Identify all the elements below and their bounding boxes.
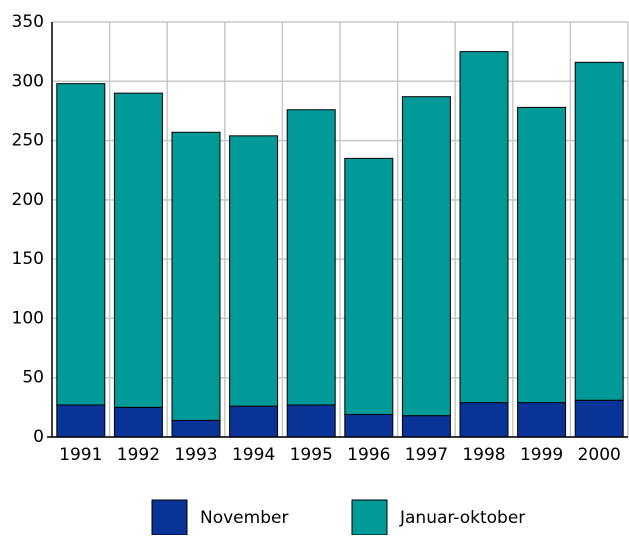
bar-segment	[113, 92, 163, 408]
x-tick-label: 1993	[174, 445, 217, 465]
bar-segment	[113, 406, 163, 438]
x-tick-label: 2000	[578, 445, 621, 465]
y-tick-label: 300	[12, 71, 44, 91]
bar-segment	[459, 51, 509, 404]
y-tick-label: 100	[12, 308, 44, 328]
legend-swatch	[151, 499, 188, 536]
bar-segment	[286, 404, 336, 438]
bar-segment	[286, 109, 336, 406]
bar-segment	[229, 405, 279, 438]
bar-segment	[459, 402, 509, 438]
legend-label: November	[200, 508, 288, 528]
x-tick-label: 1994	[232, 445, 275, 465]
y-tick-label: 250	[12, 131, 44, 151]
y-tick-label: 200	[12, 190, 44, 210]
x-tick-label: 1999	[520, 445, 563, 465]
bar-segment	[229, 135, 279, 407]
y-tick-label: 350	[12, 12, 44, 32]
x-tick-label: 1996	[347, 445, 390, 465]
bar-segment	[56, 404, 106, 438]
bar-segment	[344, 413, 394, 438]
x-tick-label: 1995	[290, 445, 333, 465]
x-tick-label: 1998	[462, 445, 505, 465]
y-tick-label: 0	[33, 427, 44, 447]
y-tick-label: 150	[12, 249, 44, 269]
bar-segment	[401, 96, 451, 417]
x-tick-label: 1997	[405, 445, 448, 465]
y-tick-label: 50	[22, 368, 44, 388]
x-tick-label: 1992	[117, 445, 160, 465]
bar-segment	[517, 106, 567, 404]
legend-label: Januar-oktober	[399, 508, 525, 528]
bar-segment	[401, 415, 451, 438]
bar-segment	[574, 399, 624, 438]
legend-swatch	[351, 499, 388, 536]
bar-segment	[517, 402, 567, 438]
bar-segment	[171, 131, 221, 421]
bar-segment	[56, 83, 106, 406]
bar-segment	[171, 419, 221, 438]
x-tick-label: 1991	[59, 445, 102, 465]
bar-segment	[344, 157, 394, 415]
bar-segment	[574, 61, 624, 401]
